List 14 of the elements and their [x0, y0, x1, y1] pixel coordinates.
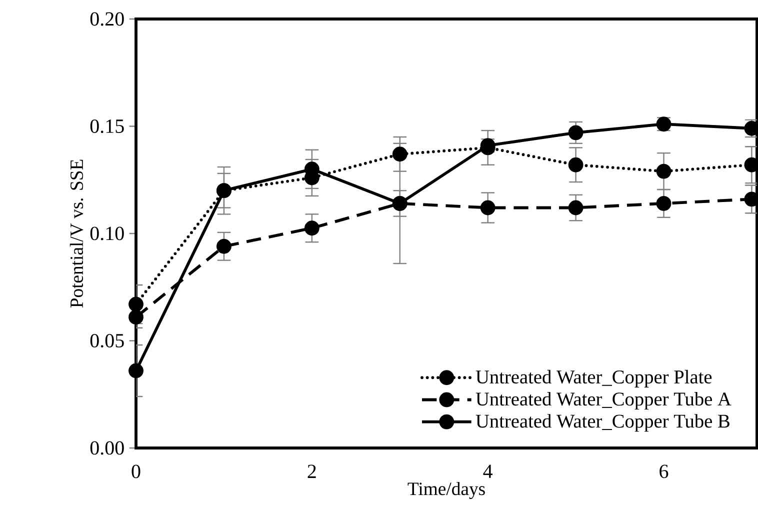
x-tick-label: 2 [308, 464, 316, 478]
x-tick-label: 0 [132, 464, 140, 478]
legend-label: Untreated Water_Copper Tube A [476, 392, 732, 410]
x-tick-label: 4 [483, 464, 493, 478]
y-tick-label: 0.05 [90, 334, 124, 348]
legend-label: Untreated Water_Copper Plate [476, 370, 712, 388]
x-axis-title: Time/days [408, 482, 485, 499]
y-tick-label: 0.20 [90, 12, 124, 26]
x-tick-label: 6 [660, 464, 668, 478]
y-tick-label: 0.15 [90, 119, 124, 134]
legend-label: Untreated Water_Copper Tube B [476, 414, 730, 432]
y-tick-label: 0.00 [90, 441, 124, 455]
y-axis-title: Potential/V vs. SSE [70, 160, 84, 308]
y-tick-label: 0.10 [90, 226, 124, 240]
